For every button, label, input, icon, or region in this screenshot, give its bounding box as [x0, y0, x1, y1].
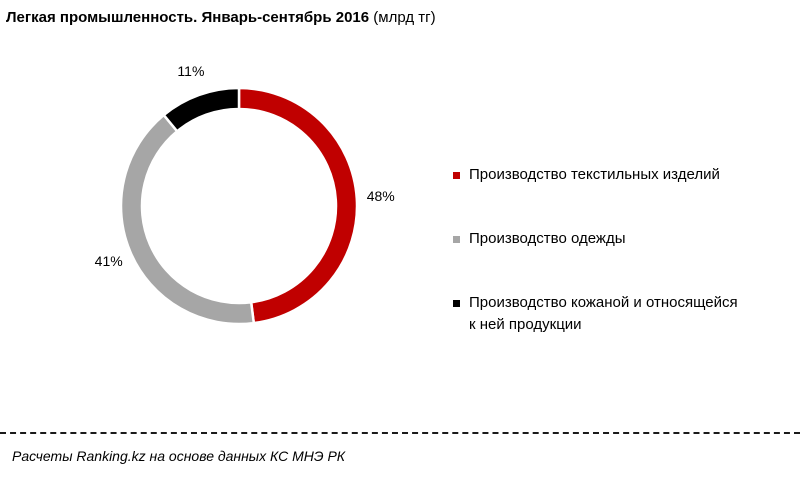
donut-chart-svg: 48% 41% 11% — [95, 63, 395, 326]
legend-label-leather-line2: к ней продукции — [469, 316, 582, 333]
chart-title-main: Легкая промышленность. Январь-сентябрь 2… — [6, 9, 370, 26]
legend-swatch-textile — [453, 172, 460, 179]
donut-chart: 48% 41% 11% — [60, 60, 460, 400]
legend-label-clothing: Производство одежды — [469, 230, 626, 247]
data-label-clothing: 41% — [95, 253, 123, 269]
legend-label-textile: Производство текстильных изделий — [469, 166, 720, 183]
footer-divider — [0, 432, 800, 434]
donut-slice-textile — [237, 86, 359, 325]
data-label-leather: 11% — [177, 63, 204, 79]
donut-slice-clothing — [119, 113, 256, 326]
legend-label-leather-line1: Производство кожаной и относящейся — [469, 294, 738, 311]
legend-item-clothing: Производство одежды — [453, 228, 798, 250]
legend-swatch-clothing — [453, 236, 460, 243]
legend-item-textile: Производство текстильных изделий — [453, 164, 798, 186]
source-note: Расчеты Ranking.kz на основе данных КС М… — [12, 448, 346, 464]
legend-item-leather: Производство кожаной и относящейся к ней… — [453, 292, 798, 336]
chart-title: Легкая промышленность. Январь-сентябрь 2… — [6, 9, 436, 26]
legend-swatch-leather — [453, 300, 460, 307]
chart-title-unit: (млрд тг) — [373, 9, 436, 26]
donut-slice-leather — [162, 86, 241, 134]
data-label-textile: 48% — [367, 188, 395, 204]
chart-legend: Производство текстильных изделий Произво… — [453, 164, 798, 378]
